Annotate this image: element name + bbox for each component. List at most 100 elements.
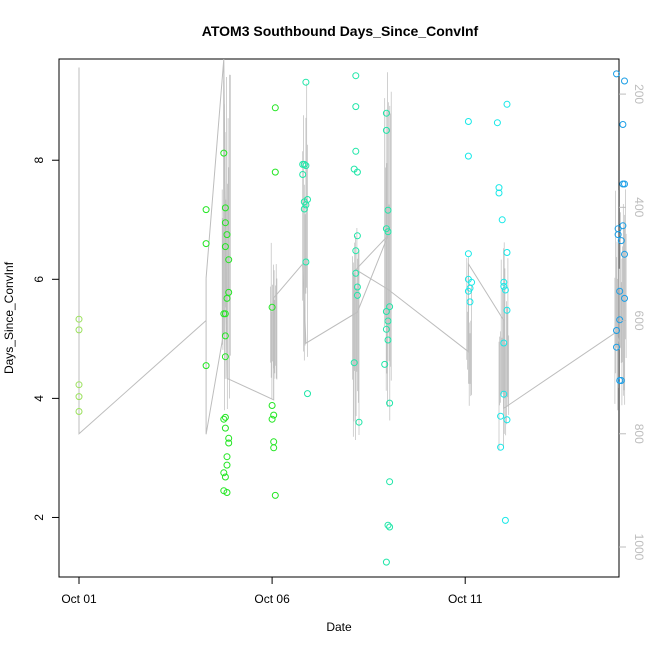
data-point — [382, 308, 390, 315]
data-point — [500, 390, 508, 398]
data-point — [493, 119, 501, 127]
data-point — [75, 408, 83, 415]
data-point — [221, 413, 229, 421]
data-point — [621, 294, 628, 302]
data-point — [75, 381, 83, 389]
trip-spikes — [221, 72, 627, 451]
data-point — [386, 523, 394, 531]
data-point — [75, 315, 83, 323]
data-point — [386, 303, 394, 311]
data-point — [619, 121, 627, 128]
data-point — [270, 411, 278, 419]
data-point — [352, 269, 360, 277]
data-point — [382, 558, 390, 566]
data-point — [503, 306, 511, 314]
y-tick-label: 4 — [32, 395, 46, 402]
data-point — [355, 418, 363, 426]
data-point — [382, 126, 390, 134]
data-point — [495, 189, 503, 197]
data-point — [221, 473, 229, 481]
data-point — [503, 416, 511, 424]
data-point — [220, 415, 228, 423]
x-tick-label: Oct 11 — [448, 592, 483, 606]
y-tick-label: 8 — [32, 157, 46, 164]
x-axis-label: Date — [326, 620, 352, 634]
data-point — [500, 278, 508, 286]
data-point — [381, 360, 389, 368]
data-point — [221, 219, 229, 227]
data-point — [221, 204, 229, 212]
y-right-tick-label: 800 — [632, 424, 646, 444]
data-point — [299, 171, 307, 178]
y-tick-label: 6 — [32, 276, 46, 283]
data-point — [223, 231, 231, 239]
data-point — [75, 326, 83, 334]
trip-line — [78, 58, 621, 435]
data-point — [353, 232, 361, 240]
data-point — [202, 206, 210, 214]
data-point — [353, 168, 361, 176]
data-point — [384, 228, 392, 236]
data-point — [271, 491, 279, 499]
data-point — [300, 160, 308, 168]
data-point — [304, 390, 311, 398]
data-point — [384, 206, 392, 214]
data-point — [501, 516, 509, 524]
data-point — [270, 438, 278, 446]
data-point — [352, 103, 360, 111]
data-point — [268, 303, 276, 311]
data-point — [353, 291, 361, 299]
chart-title: ATOM3 Southbound Days_Since_ConvInf — [202, 23, 479, 39]
data-points — [75, 70, 628, 566]
data-point — [617, 377, 625, 384]
data-point — [384, 521, 392, 529]
data-point — [613, 327, 620, 334]
data-point — [270, 444, 278, 452]
data-point — [386, 399, 394, 407]
data-point — [382, 325, 390, 333]
data-point — [352, 72, 360, 80]
data-point — [464, 250, 472, 258]
y-right-tick-label: 200 — [632, 84, 646, 104]
data-point — [223, 461, 231, 469]
y-right-tick-label: 1000 — [632, 534, 646, 561]
x-tick-label: Oct 01 — [61, 592, 97, 606]
data-point — [614, 231, 622, 239]
data-point — [503, 100, 511, 108]
data-point — [268, 402, 276, 409]
data-point — [503, 249, 511, 256]
data-point — [225, 434, 233, 442]
data-point — [302, 78, 310, 86]
y-right-tick-label: 600 — [632, 311, 646, 331]
data-point — [202, 240, 210, 248]
y-axis: 2 4 6 8 — [32, 157, 59, 521]
data-point — [497, 412, 505, 420]
x-tick-label: Oct 06 — [254, 592, 290, 606]
data-point — [221, 332, 229, 340]
data-point — [300, 205, 308, 213]
data-point — [384, 336, 392, 344]
data-point — [464, 152, 472, 160]
data-point — [271, 168, 279, 176]
data-point — [302, 258, 310, 266]
data-point — [384, 317, 392, 325]
data-point — [271, 104, 279, 112]
data-point — [350, 359, 358, 367]
data-point — [220, 469, 228, 477]
data-point — [613, 70, 620, 78]
plot-frame — [58, 58, 620, 578]
data-point — [302, 201, 310, 209]
data-point — [617, 237, 625, 245]
data-point — [621, 180, 628, 188]
data-point — [221, 310, 229, 318]
data-point — [302, 162, 310, 170]
data-point — [202, 362, 210, 370]
data-point — [495, 184, 503, 192]
data-point — [223, 294, 231, 302]
data-point — [621, 77, 628, 85]
data-point — [613, 343, 620, 351]
data-point — [225, 439, 233, 447]
y-axis-label: Days_Since_ConvInf — [2, 261, 16, 374]
data-point — [497, 443, 505, 451]
